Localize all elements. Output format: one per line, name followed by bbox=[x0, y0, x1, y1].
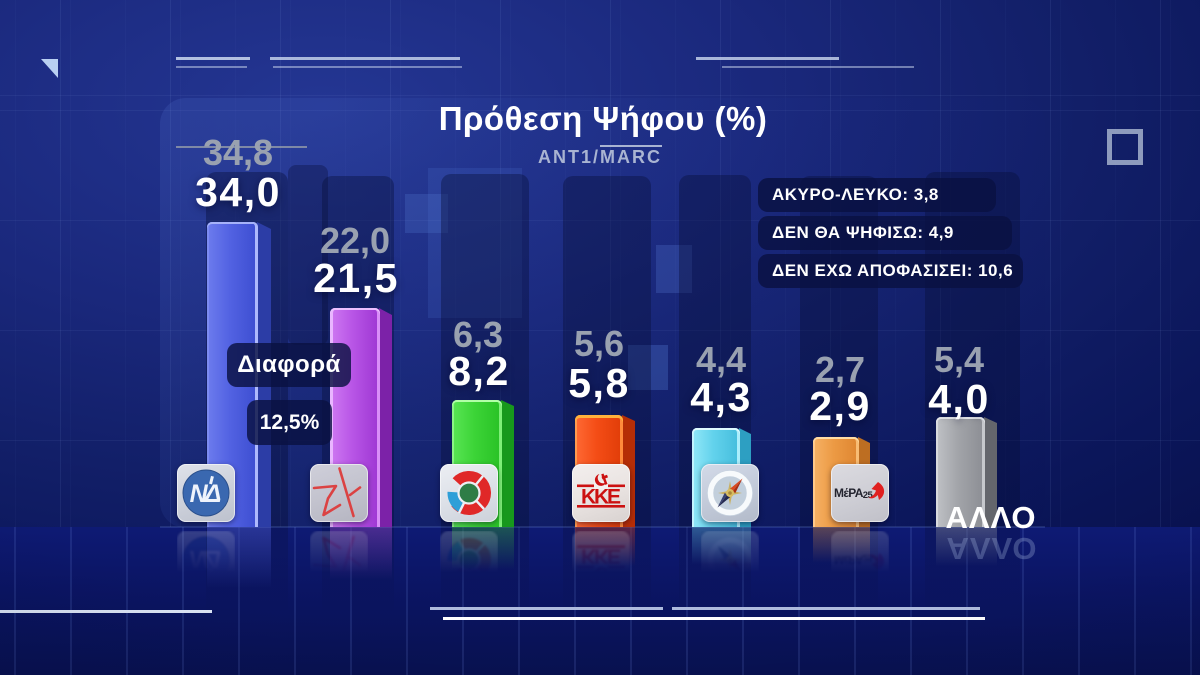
svg-text:KKE: KKE bbox=[581, 545, 621, 568]
svg-text:ΝΔ: ΝΔ bbox=[190, 480, 221, 508]
svg-text:ΜέΡΑ25: ΜέΡΑ25 bbox=[834, 486, 873, 501]
svg-text:ΝΔ: ΝΔ bbox=[190, 545, 221, 573]
svg-text:KKE: KKE bbox=[581, 486, 621, 509]
svg-text:ΜέΡΑ25: ΜέΡΑ25 bbox=[834, 552, 873, 567]
